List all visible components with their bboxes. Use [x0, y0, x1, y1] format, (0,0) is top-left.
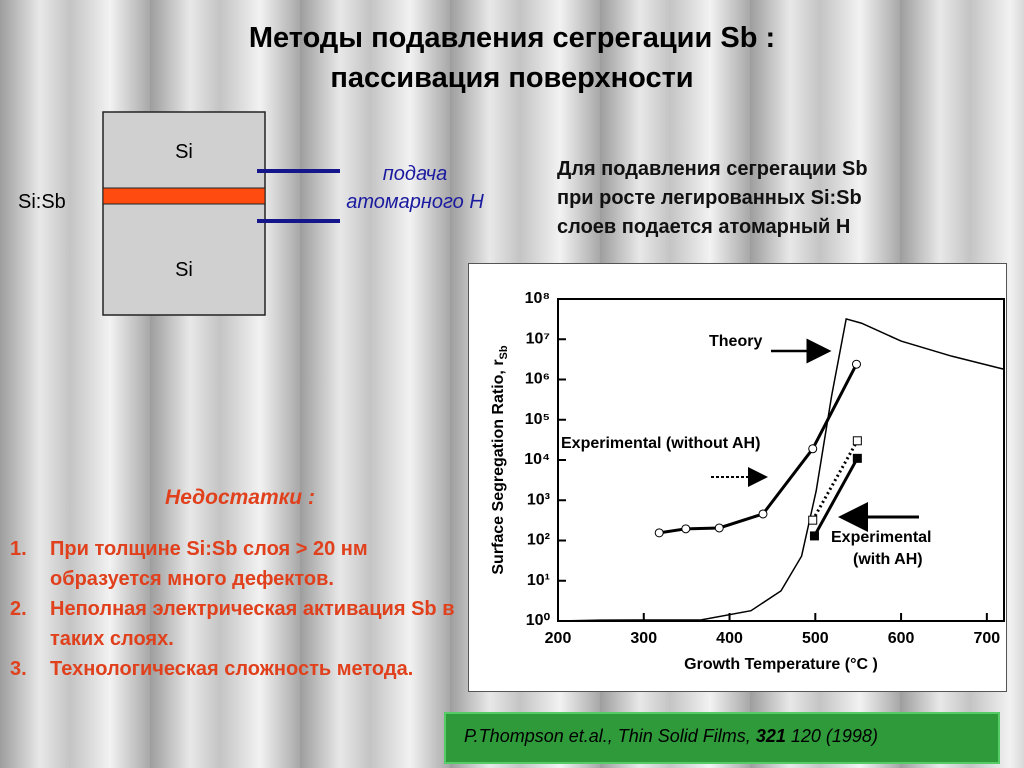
layer-label: Si: [175, 141, 193, 163]
x-tick-label: 400: [716, 630, 743, 647]
y-tick-label: 10⁵: [525, 411, 550, 428]
label-line: подача: [382, 163, 448, 185]
slide-title: Методы подавления сегрегации Sb : пассив…: [0, 18, 1024, 98]
series-line: [557, 317, 1005, 622]
plot-frame: [557, 298, 1005, 622]
x-tick-label: 500: [802, 630, 829, 647]
x-tick-label: 700: [973, 630, 1000, 647]
item-text: Технологическая сложность метода.: [50, 658, 414, 680]
citation-text: P.Thompson et.al., Thin Solid Films,: [464, 726, 751, 746]
y-tick-label: 10⁶: [525, 371, 550, 388]
y-tick-label: 10⁸: [525, 290, 550, 307]
y-tick-label: 10¹: [527, 572, 550, 589]
drawbacks-list: 1. При толщине Si:Sb слоя > 20 нм образуе…: [10, 534, 460, 684]
citation-box: P.Thompson et.al., Thin Solid Films, 321…: [444, 712, 1000, 764]
y-tick-label: 10⁴: [524, 451, 550, 468]
data-point: [809, 531, 819, 541]
y-axis-label-sub: Sb: [498, 345, 510, 359]
data-point: [758, 509, 768, 519]
data-point: [681, 524, 691, 534]
x-tick-label: 600: [888, 630, 915, 647]
list-item: 3. Технологическая сложность метода.: [10, 654, 460, 684]
data-point: [851, 359, 861, 369]
title-line: пассивация поверхности: [330, 62, 694, 94]
item-text: Неполная электрическая активация Sb в та…: [50, 598, 455, 650]
doped-layer: [102, 187, 266, 205]
series-line: [811, 440, 859, 521]
text-line: слоев подается атомарный H: [557, 216, 851, 238]
x-axis-label: Growth Temperature (°C ): [684, 656, 878, 673]
item-number: 1.: [10, 538, 27, 560]
y-tick-label: 10⁷: [526, 330, 550, 347]
annotation: Experimental (without AH): [561, 435, 760, 452]
data-point: [808, 444, 818, 454]
list-item: 1. При толщине Si:Sb слоя > 20 нм образуе…: [10, 534, 460, 594]
data-point: [714, 523, 724, 533]
data-point: [654, 528, 664, 538]
y-axis-label-main: Surface Segregation Ratio, r: [490, 359, 507, 574]
text-line: Для подавления сегрегации Sb: [557, 158, 868, 180]
y-tick-label: 10²: [527, 532, 550, 549]
citation-volume: 321: [755, 726, 786, 746]
annotation: Theory: [709, 333, 762, 350]
annotation: (with AH): [853, 551, 923, 568]
citation: P.Thompson et.al., Thin Solid Films, 321…: [464, 726, 878, 747]
series-line: [813, 457, 859, 537]
text-line: при росте легированных Si:Sb: [557, 187, 862, 209]
chart: Theory Experimental (without AH) Experim…: [468, 263, 1007, 692]
list-item: 2. Неполная электрическая активация Sb в …: [10, 594, 460, 654]
title-line: Методы подавления сегрегации Sb :: [248, 22, 776, 54]
item-number: 2.: [10, 598, 27, 620]
x-tick-label: 200: [545, 630, 572, 647]
data-point: [852, 436, 862, 446]
y-tick-label: 10⁰: [526, 612, 551, 629]
layer-label: Si:Sb: [18, 191, 66, 213]
citation-text: 120 (1998): [790, 726, 878, 746]
label-line: атомарного H: [346, 191, 484, 213]
annotation: Experimental: [831, 529, 931, 546]
drawbacks-heading: Недостатки :: [165, 486, 315, 509]
item-number: 3.: [10, 658, 27, 680]
data-point: [808, 515, 818, 525]
y-axis-label: Surface Segregation Ratio, rSb: [490, 345, 510, 575]
layer-diagram: Si Si:Sb Si: [18, 111, 340, 316]
item-text: При толщине Si:Sb слоя > 20 нм образуетс…: [50, 538, 368, 590]
x-tick-label: 300: [630, 630, 657, 647]
y-tick-label: 10³: [527, 491, 550, 508]
arrow-label: подача атомарного H: [300, 160, 530, 216]
substrate: [102, 111, 266, 316]
layer-label: Si: [175, 259, 193, 281]
side-text: Для подавления сегрегации Sb при росте л…: [557, 155, 868, 242]
data-point: [852, 453, 862, 463]
